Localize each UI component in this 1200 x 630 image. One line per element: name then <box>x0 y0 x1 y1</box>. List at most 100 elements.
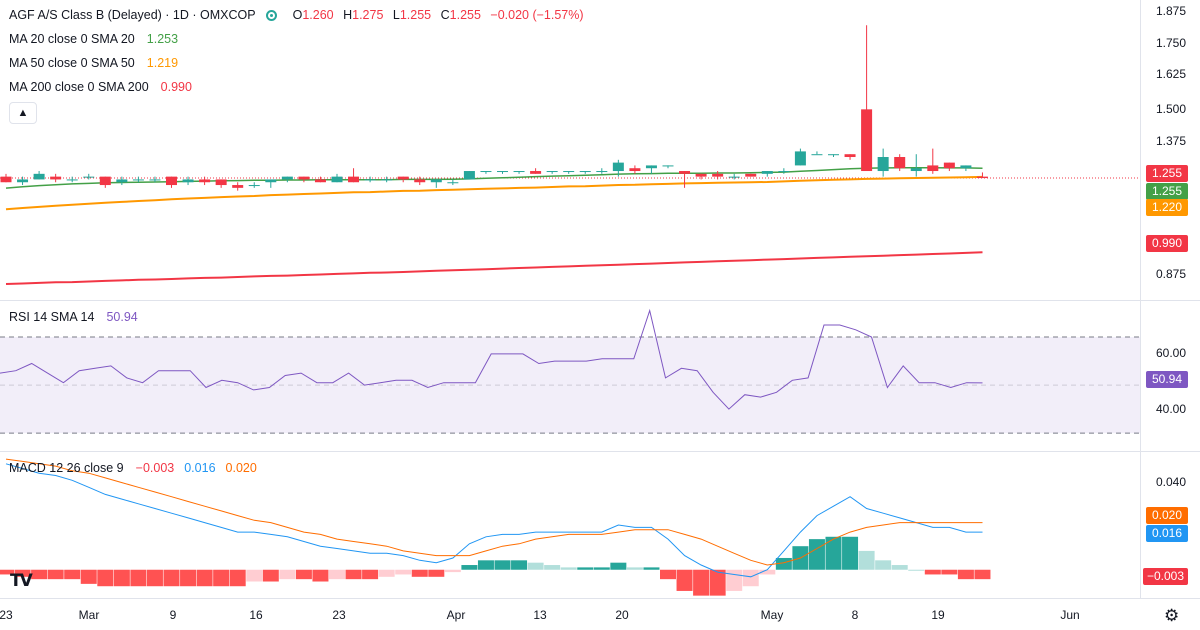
candle-body <box>612 162 624 172</box>
macd-histogram-bar <box>146 569 163 587</box>
macd-legend[interactable]: MACD 12 26 close 9 −0.003 0.016 0.020 <box>9 461 257 475</box>
candle-body <box>828 154 839 156</box>
tradingview-logo-icon[interactable]: TV <box>10 571 33 591</box>
macd-label: MACD 12 26 close 9 <box>9 461 124 475</box>
candle-body <box>132 179 144 181</box>
time-tick: 23 <box>0 608 13 622</box>
rsi-legend[interactable]: RSI 14 SMA 14 50.94 <box>9 310 138 324</box>
collapse-legend-button[interactable]: ▲ <box>9 102 37 124</box>
chevron-up-icon: ▲ <box>17 107 29 119</box>
candle-body <box>794 151 806 166</box>
price-tick: 0.875 <box>1155 267 1186 281</box>
ma200-value: 0.990 <box>160 80 192 94</box>
candle-body <box>430 179 442 183</box>
candle-body <box>596 171 608 173</box>
macd-histogram-bar <box>842 536 859 570</box>
ma200-line <box>5 251 983 285</box>
candle-body <box>910 168 922 172</box>
macd-histogram-bar <box>742 569 759 587</box>
open-value: 1.260 <box>302 8 334 22</box>
candle-body <box>712 173 724 177</box>
ohlc-values: O1.260 H1.275 L1.255 C1.255 −0.020 (−1.5… <box>287 8 584 22</box>
candle-body <box>861 109 873 172</box>
gear-icon[interactable]: ⚙ <box>1164 606 1180 625</box>
macd-histogram-bar <box>180 569 197 587</box>
candle-body <box>298 176 310 180</box>
time-tick: Mar <box>78 608 100 622</box>
macd-histogram-bar <box>130 569 147 587</box>
time-tick: May <box>760 608 784 622</box>
candle-body <box>265 179 277 183</box>
macd-histogram-bar <box>924 569 941 575</box>
ma200-legend[interactable]: MA 200 close 0 SMA 200 0.990 <box>9 80 192 94</box>
macd-histogram-bar <box>577 567 594 570</box>
candle-body <box>33 173 45 180</box>
close-label: C <box>440 8 450 22</box>
time-tick: Apr <box>446 608 466 622</box>
ma50-value: 1.219 <box>146 56 179 70</box>
candle-body <box>149 179 161 181</box>
high-value: 1.275 <box>352 8 384 22</box>
time-tick: 13 <box>533 608 547 622</box>
candle-body <box>364 179 376 181</box>
ma50-line <box>5 175 983 211</box>
macd-histogram-bar <box>47 569 64 580</box>
macd-histogram-bar <box>593 567 610 570</box>
candle-body <box>50 176 62 180</box>
candle-body <box>480 171 492 173</box>
candle-body <box>976 176 988 179</box>
candle-body <box>943 162 955 169</box>
time-tick: 8 <box>851 608 859 622</box>
candle-body <box>530 171 542 174</box>
macd-histogram-bar <box>693 569 710 596</box>
time-tick: Jun <box>1060 608 1080 622</box>
macd-histogram-bar <box>676 569 693 591</box>
open-label: O <box>292 8 303 22</box>
candle-body <box>579 171 591 173</box>
macd-histogram-bar <box>941 569 958 575</box>
ma20-line <box>5 166 983 189</box>
macd-histogram-bar <box>726 569 743 591</box>
rsi-label: RSI 14 SMA 14 <box>9 310 95 324</box>
rsi-tick: 40.00 <box>1155 402 1186 416</box>
candle-body <box>761 171 773 174</box>
ma200-badge: 0.990 <box>1146 235 1188 252</box>
time-tick: 9 <box>169 608 177 622</box>
macd-tick: 0.040 <box>1155 475 1186 489</box>
candle-body <box>331 176 343 183</box>
candle-body <box>563 171 575 173</box>
candle-body <box>497 171 508 173</box>
macd-histogram-bar <box>957 569 974 580</box>
macd-histogram-bar <box>229 569 246 587</box>
candle-body <box>662 165 674 167</box>
macd-line <box>5 463 983 578</box>
macd-histogram-bar <box>14 569 31 577</box>
candle-body <box>232 185 244 188</box>
macd-histogram-bar <box>163 569 180 587</box>
price-tick: 1.750 <box>1155 36 1186 50</box>
chart-legend-main: AGF A/S Class B (Delayed) · 1D · OMXCOP … <box>9 8 584 22</box>
macd-histogram-bar <box>875 560 892 570</box>
macd-histogram-bar <box>262 569 279 582</box>
macd-histogram-bar <box>213 569 230 587</box>
ma200-label: MA 200 close 0 SMA 200 <box>9 80 149 94</box>
candle-body <box>314 179 326 183</box>
macd-histogram-bar <box>908 569 925 571</box>
macd-histogram-bar <box>312 569 329 582</box>
candle-body <box>811 154 823 156</box>
candle-body <box>778 171 790 173</box>
candle-body <box>447 182 459 184</box>
ma50-legend[interactable]: MA 50 close 0 SMA 50 1.219 <box>9 56 178 70</box>
close-value: 1.255 <box>449 8 481 22</box>
candle-body <box>629 168 641 172</box>
macd-histogram-bar <box>709 569 726 596</box>
symbol-title[interactable]: AGF A/S Class B (Delayed) · 1D · OMXCOP <box>9 8 256 22</box>
macd-histogram-bar <box>511 560 528 570</box>
macd-histogram-bar <box>0 569 14 575</box>
macd-histogram-bar <box>64 569 81 580</box>
candle-body <box>83 176 95 178</box>
macd-histogram-bar <box>527 562 544 570</box>
ma20-legend[interactable]: MA 20 close 0 SMA 20 1.253 <box>9 32 178 46</box>
macd-histogram-bar <box>444 569 461 573</box>
